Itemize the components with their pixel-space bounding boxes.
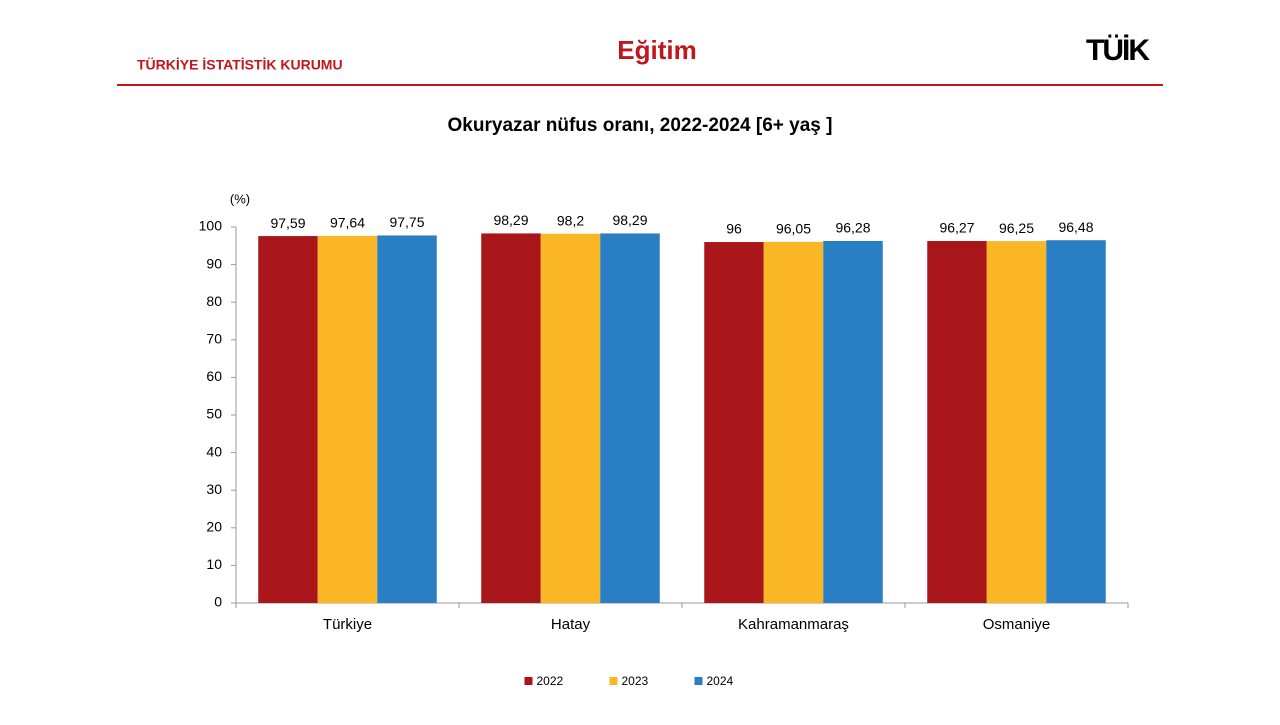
value-label: 98,2 [557,212,584,228]
value-label: 97,75 [389,214,424,230]
y-tick-label: 70 [206,331,222,347]
value-label: 96,05 [776,221,811,237]
y-axis-label: (%) [230,191,250,206]
y-tick-label: 90 [206,255,222,271]
bar [540,233,601,603]
y-tick-label: 60 [206,368,222,384]
bar [317,235,378,603]
value-label: 98,29 [493,212,528,228]
legend-swatch [609,677,618,685]
value-label: 97,64 [330,215,365,231]
bar [1046,240,1106,603]
x-tick-label: Osmaniye [983,616,1051,633]
bar [481,233,541,603]
chart-title: Okuryazar nüfus oranı, 2022-2024 [6+ yaş… [448,115,833,136]
legend-label: 2024 [707,674,734,688]
value-label: 96 [726,221,742,237]
x-tick-label: Türkiye [323,616,372,633]
legend-label: 2023 [622,674,649,688]
value-label: 98,29 [612,212,647,228]
y-tick-label: 100 [199,218,223,234]
value-label: 97,59 [270,215,305,231]
org-name: TÜRKİYE İSTATİSTİK KURUMU [137,57,343,73]
value-label: 96,48 [1058,219,1093,235]
bar [258,236,318,604]
logo: TÜİK [1086,34,1150,67]
y-tick-label: 30 [206,481,222,497]
legend-swatch [694,677,703,685]
legend-swatch [524,677,533,685]
value-label: 96,25 [999,220,1034,236]
x-tick-label: Hatay [551,616,591,633]
section-title: Eğitim [617,35,696,65]
bar [927,241,987,604]
y-tick-label: 20 [206,519,222,535]
bar [377,235,437,603]
bar [823,240,883,604]
y-tick-label: 80 [206,293,222,309]
bar [763,241,824,604]
y-tick-label: 0 [214,594,222,610]
bar [704,242,764,604]
y-tick-label: 40 [206,443,222,459]
value-label: 96,27 [939,220,974,236]
y-tick-label: 50 [206,406,222,422]
y-tick-label: 10 [206,556,222,572]
bar [986,241,1047,603]
legend-label: 2022 [537,674,564,688]
bar [600,233,660,603]
x-tick-label: Kahramanmaraş [738,616,849,633]
value-label: 96,28 [835,220,870,236]
